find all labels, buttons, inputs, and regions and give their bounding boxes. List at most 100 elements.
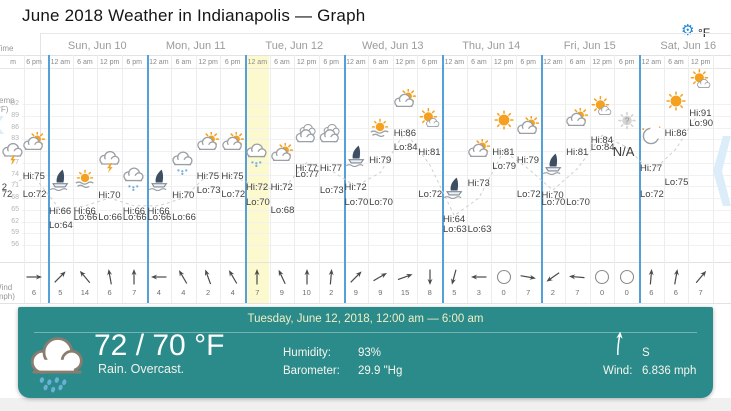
wind-speed-label: 4 (181, 288, 186, 297)
hi-temp-label: Hi:70 (541, 190, 564, 202)
time-label: 6 am (471, 59, 487, 66)
gridline (171, 55, 173, 303)
lo-temp-label: Lo:66 (172, 212, 196, 224)
humidity-value: 93% (358, 347, 382, 359)
wind-direction-arrow (566, 266, 588, 288)
selected-condition: Rain. Overcast. (98, 362, 185, 376)
lo-temp-label: Lo:72 (640, 188, 664, 200)
time-label: 6 am (569, 59, 586, 66)
time-label: 12 pm (99, 59, 120, 66)
hi-temp-label: Hi:72 (270, 182, 293, 194)
gridline (40, 33, 731, 34)
wind-speed-label: 6 (649, 288, 654, 297)
gridline (392, 55, 394, 303)
lo-temp-label: Lo:66 (122, 212, 147, 224)
hi-temp-label: Hi:86 (393, 127, 416, 139)
time-axis-label: Time (0, 44, 14, 53)
lo-temp-label: Lo:70 (541, 196, 566, 208)
cloudy-icon (294, 123, 320, 148)
gridline (72, 55, 74, 303)
hi-temp-label: Hi:81 (418, 147, 441, 159)
time-label: 12 pm (493, 59, 514, 66)
wind-speed-label: 14 (80, 288, 90, 297)
wind-calm-icon (591, 266, 613, 288)
panel-divider (34, 332, 697, 333)
wind-speed-label: 10 (302, 288, 311, 297)
lo-temp-label: Lo:66 (98, 212, 123, 224)
selected-temperature: 72 / 70 °F (94, 329, 225, 362)
time-label: 12 am (543, 59, 563, 66)
time-label: 12 pm (198, 59, 218, 66)
gear-icon[interactable]: ⚙ (681, 22, 695, 39)
day-divider-line (540, 55, 543, 303)
lo-temp-label: Lo:70 (246, 196, 270, 208)
selected-timeslot-highlight[interactable] (246, 55, 269, 303)
wind-speed-label: 8 (427, 288, 432, 297)
wind-direction-arrow (517, 266, 539, 288)
wind-direction-arrow (320, 266, 342, 288)
temp-tick-label: 77 (11, 158, 19, 166)
hi-temp-label: Hi:79 (516, 154, 540, 166)
partly-cloudy-icon (466, 138, 492, 163)
sailboat-icon (47, 167, 73, 191)
day-header: Sun, Jun 10 (67, 40, 127, 52)
sailboat-icon (540, 151, 566, 176)
wind-speed-label: 5 (58, 288, 63, 297)
gridline (97, 55, 99, 303)
hi-temp-label: Hi:66 (73, 205, 96, 217)
wind-direction-arrow (690, 266, 712, 288)
hi-temp-label: Hi:72 (246, 182, 269, 194)
wind-speed-label: 7 (698, 288, 703, 297)
gridline (515, 55, 517, 303)
gridline (0, 55, 731, 56)
lo-temp-label: Lo:66 (147, 212, 172, 224)
hi-temp-label: Hi:91 (689, 107, 712, 119)
selected-period-title: Tuesday, June 12, 2018, 12:00 am — 6:00 … (247, 313, 484, 325)
wind-speed-label: 0 (600, 288, 605, 297)
mostly-sunny-icon (417, 108, 443, 132)
wind-direction-arrow (246, 266, 268, 288)
lo-temp-label: Lo:72 (418, 188, 443, 200)
lo-temp-label: Lo:63 (467, 224, 492, 236)
hi-temp-label: Hi:86 (664, 127, 687, 139)
page-title: June 2018 Weather in Indianapolis — Grap… (22, 6, 366, 25)
day-divider-line (639, 55, 641, 303)
wind-speed-label: 6 (31, 288, 37, 297)
wind-speed-label: 6 (107, 288, 112, 297)
time-label: 6 am (175, 59, 192, 66)
lo-temp-label: Lo:77 (295, 169, 320, 181)
rain-icon (244, 143, 270, 168)
wind-direction-arrow (542, 266, 564, 288)
hi-temp-label: Hi:64 (443, 213, 466, 225)
wind-speed-label: 3 (476, 288, 481, 297)
temp-tick-label: 68 (11, 194, 19, 201)
wind-speed-label: 2 (550, 288, 555, 297)
hi-temp-label: Hi:77 (295, 162, 318, 174)
gridline (0, 262, 731, 263)
wind-direction-arrow (394, 266, 416, 288)
gridline (466, 55, 468, 303)
gridline (22, 198, 731, 199)
hi-temp-label: Hi:81 (492, 147, 515, 159)
time-label: 12 am (641, 59, 662, 66)
lo-temp-label: Lo:70 (344, 196, 369, 208)
time-label: 6 am (77, 59, 93, 66)
haze-icon (367, 116, 393, 140)
moon-icon (638, 124, 664, 148)
unknown-icon: ? (614, 108, 640, 132)
day-divider-line (245, 55, 247, 303)
lo-temp-label: Lo:68 (270, 204, 295, 216)
time-label: 6 am (274, 59, 290, 66)
day-divider-line (146, 55, 149, 303)
temp-tick-label: 62 (11, 217, 19, 225)
sailboat-icon (343, 143, 369, 168)
wind-speed-label: 5 (452, 288, 457, 297)
wind-direction-arrow (74, 266, 96, 288)
gridline (0, 68, 731, 69)
time-label: 12 am (149, 59, 169, 66)
gridline (22, 209, 731, 211)
time-label: 12 am (444, 59, 465, 66)
day-divider-line (48, 55, 50, 303)
